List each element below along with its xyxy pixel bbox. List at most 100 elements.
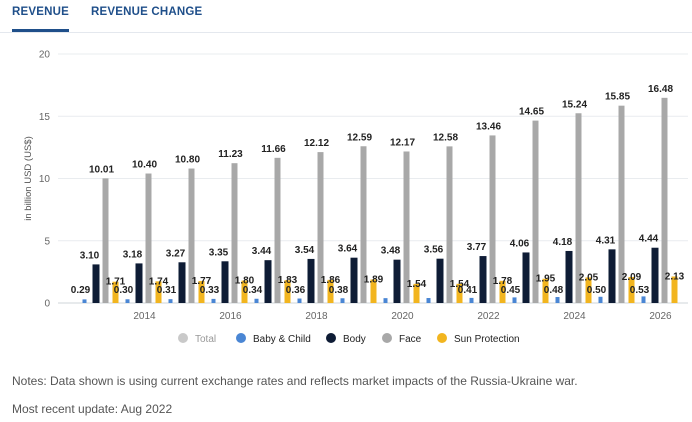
data-label-body: 4.18: [553, 237, 573, 248]
y-tick-label: 5: [44, 236, 50, 247]
bar-face: [145, 173, 152, 303]
data-label-baby-child: 0.34: [243, 285, 263, 296]
bar-sun-protection: [327, 279, 334, 303]
data-label-face: 15.85: [605, 92, 630, 103]
data-label-face: 11.66: [261, 144, 286, 155]
data-label-sun-protection: 2.13: [665, 271, 685, 282]
legend-item-baby-child[interactable]: Baby & Child: [236, 333, 311, 345]
bar-sun-protection: [284, 280, 291, 303]
bar-sun-protection: [542, 278, 549, 303]
data-label-baby-child: 0.45: [501, 285, 521, 296]
legend-dot-total: [178, 333, 188, 343]
legend-label: Body: [343, 334, 366, 345]
legend-dot-baby-child: [236, 333, 246, 343]
bar-sun-protection: [628, 276, 635, 303]
legend-item-face[interactable]: Face: [382, 333, 421, 345]
bar-sun-protection: [198, 280, 205, 303]
data-label-body: 4.44: [639, 234, 659, 245]
legend-label: Face: [399, 334, 422, 345]
data-label-sun-protection: 1.83: [278, 275, 298, 286]
bar-sun-protection: [155, 281, 162, 303]
data-label-baby-child: 0.48: [544, 285, 564, 296]
bar-body: [135, 263, 143, 303]
legend-item-body[interactable]: Body: [326, 333, 366, 345]
data-label-sun-protection: 1.74: [149, 276, 169, 287]
bar-baby-child: [168, 299, 173, 303]
bar-face: [532, 120, 539, 303]
data-label-face: 14.65: [519, 107, 544, 118]
y-tick-label: 10: [39, 174, 51, 185]
bar-baby-child: [211, 298, 216, 303]
data-label-baby-child: 0.36: [286, 285, 306, 296]
tab-revenue-change[interactable]: REVENUE CHANGE: [91, 6, 203, 18]
x-tick-label: 2018: [305, 311, 328, 322]
data-label-baby-child: 0.41: [458, 285, 478, 296]
data-label-sun-protection: 1.54: [407, 279, 427, 290]
data-label-body: 3.77: [467, 242, 487, 253]
last-update-note: Most recent update: Aug 2022: [12, 402, 173, 416]
bar-face: [661, 97, 668, 303]
data-label-face: 12.58: [433, 132, 458, 143]
bar-sun-protection: [370, 279, 377, 303]
data-label-sun-protection: 1.77: [192, 276, 212, 287]
bar-face: [403, 151, 410, 303]
bar-baby-child: [641, 296, 646, 303]
data-label-baby-child: 0.31: [157, 285, 177, 296]
bar-baby-child: [383, 298, 388, 303]
bar-body: [307, 258, 315, 303]
data-label-body: 3.56: [424, 245, 444, 256]
data-label-face: 10.01: [89, 164, 114, 175]
bar-face: [274, 157, 281, 303]
data-label-sun-protection: 1.86: [321, 275, 341, 286]
bar-face: [618, 105, 625, 303]
bar-baby-child: [82, 299, 87, 303]
bar-sun-protection: [499, 280, 506, 303]
data-label-body: 3.10: [80, 250, 100, 261]
bar-baby-child: [297, 298, 302, 303]
bar-body: [350, 257, 358, 303]
data-label-sun-protection: 1.95: [536, 274, 556, 285]
bar-face: [360, 146, 367, 303]
chart-notes: Notes: Data shown is using current excha…: [12, 374, 578, 388]
bar-face: [188, 168, 195, 303]
x-tick-label: 2022: [477, 311, 500, 322]
bar-face: [231, 163, 238, 303]
data-label-face: 12.12: [304, 138, 329, 149]
legend-item-sun-protection[interactable]: Sun Protection: [437, 333, 520, 345]
bar-body: [479, 256, 487, 303]
bar-sun-protection: [456, 283, 463, 303]
y-tick-label: 0: [44, 299, 50, 310]
data-label-baby-child: 0.29: [71, 285, 91, 296]
x-tick-label: 2014: [133, 311, 156, 322]
data-label-body: 3.48: [381, 246, 401, 257]
tab-revenue[interactable]: REVENUE: [12, 6, 69, 32]
data-label-body: 4.06: [510, 238, 530, 249]
data-label-face: 13.46: [476, 121, 501, 132]
legend-item-total[interactable]: Total: [178, 333, 216, 345]
chart-legend: Total Baby & Child Body Face Sun Protect…: [0, 333, 692, 349]
data-label-body: 3.18: [123, 249, 143, 260]
data-label-sun-protection: 1.89: [364, 274, 384, 285]
bar-face: [317, 152, 324, 303]
legend-dot-body: [326, 333, 336, 343]
bar-body: [651, 247, 659, 303]
y-tick-label: 15: [39, 112, 51, 123]
data-label-body: 4.31: [596, 235, 616, 246]
bar-face: [575, 113, 582, 304]
bar-baby-child: [426, 298, 431, 303]
legend-label: Baby & Child: [253, 334, 311, 345]
data-label-sun-protection: 1.71: [106, 277, 126, 288]
data-label-face: 15.24: [562, 99, 587, 110]
legend-dot-sun-protection: [437, 333, 447, 343]
bar-baby-child: [254, 298, 259, 303]
x-tick-label: 2024: [563, 311, 586, 322]
data-label-face: 10.80: [175, 155, 200, 166]
data-label-baby-child: 0.53: [630, 285, 650, 296]
data-label-sun-protection: 2.09: [622, 272, 642, 283]
data-label-sun-protection: 1.54: [450, 279, 470, 290]
data-label-face: 12.17: [390, 137, 415, 148]
y-tick-label: 20: [39, 50, 51, 61]
data-label-sun-protection: 1.80: [235, 276, 255, 287]
data-label-sun-protection: 2.05: [579, 272, 599, 283]
bar-baby-child: [512, 297, 517, 303]
